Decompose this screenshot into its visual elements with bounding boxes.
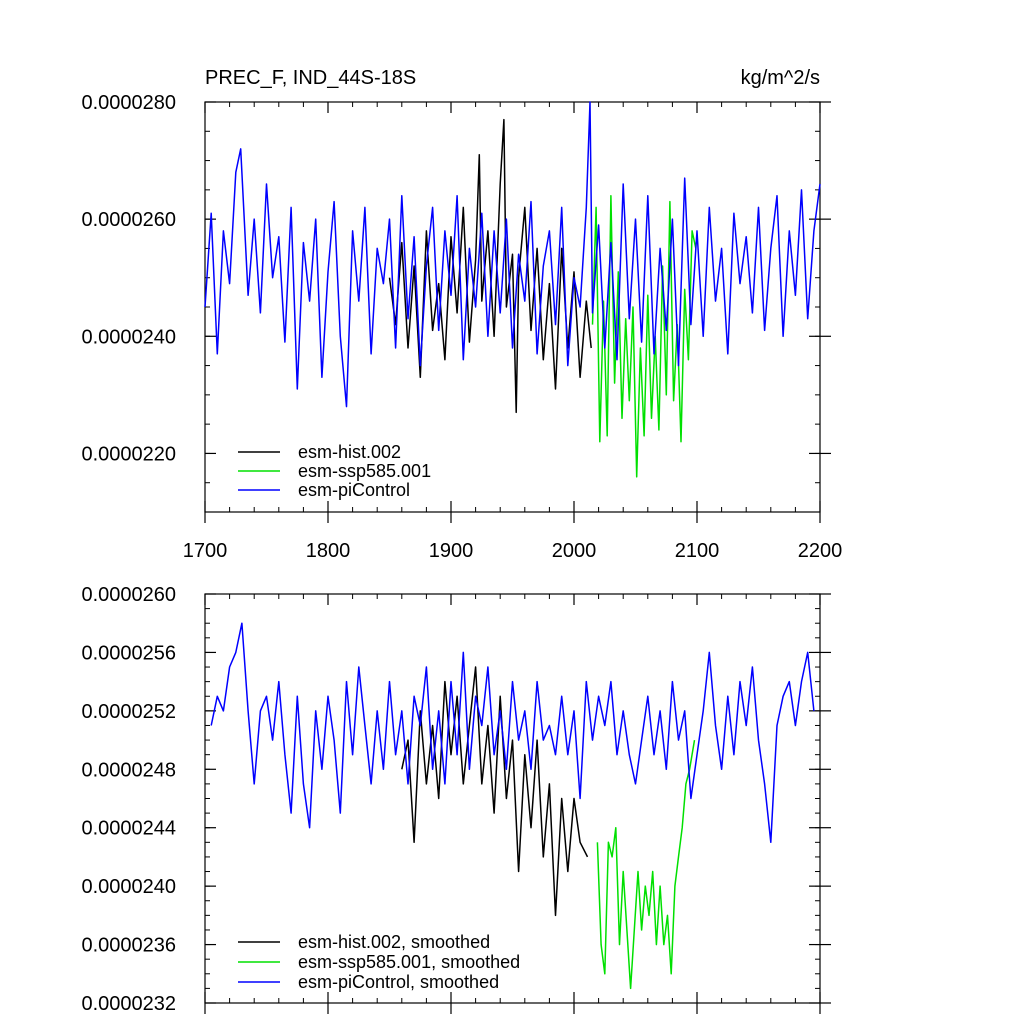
- y-tick-label: 0.0000232: [81, 993, 176, 1015]
- x-tick-label: 1900: [429, 540, 474, 562]
- x-tick-label: 2100: [675, 540, 720, 562]
- legend-label-1: esm-hist.002, smoothed: [298, 932, 490, 952]
- legend-label-2: esm-ssp585.001: [298, 461, 431, 481]
- units-label: kg/m^2/s: [741, 67, 820, 89]
- series-line-1: [401, 666, 589, 917]
- y-tick-label: 0.0000240: [81, 876, 176, 898]
- series-line-3: [204, 101, 821, 408]
- y-tick-label: 0.0000252: [81, 701, 176, 723]
- series-line-3: [210, 622, 815, 844]
- legend-label-1: esm-hist.002: [298, 442, 401, 462]
- y-tick-label: 0.0000248: [81, 759, 176, 781]
- x-tick-label: 1700: [183, 540, 228, 562]
- series-line-2: [596, 739, 696, 990]
- chart-panel-2: 0.0000232 0.0000236 0.0000240 0.0000244 0.00…: [81, 584, 831, 1015]
- y-tick-label: 0.0000236: [81, 935, 176, 957]
- legend-label-2: esm-ssp585.001, smoothed: [298, 952, 520, 972]
- chart-panel-1: 1700 1800 1900 2000 2100 2200 0.0000220 0.00002…: [81, 67, 842, 562]
- legend-label-3: esm-piControl, smoothed: [298, 972, 499, 992]
- x-tick-label: 2000: [552, 540, 597, 562]
- y-tick-label: 0.0000256: [81, 642, 176, 664]
- series-line-1: [388, 118, 592, 414]
- y-tick-label: 0.0000240: [81, 326, 176, 348]
- y-tick-label: 0.0000260: [81, 209, 176, 231]
- y-tick-label: 0.0000280: [81, 92, 176, 114]
- series-line-2: [591, 194, 697, 478]
- x-tick-label: 2200: [798, 540, 843, 562]
- legend-label-3: esm-piControl: [298, 480, 410, 500]
- y-tick-label: 0.0000244: [81, 818, 176, 840]
- x-tick-label: 1800: [306, 540, 351, 562]
- y-tick-label: 0.0000220: [81, 443, 176, 465]
- chart-title: PREC_F, IND_44S-18S: [205, 67, 416, 89]
- y-tick-label: 0.0000260: [81, 584, 176, 606]
